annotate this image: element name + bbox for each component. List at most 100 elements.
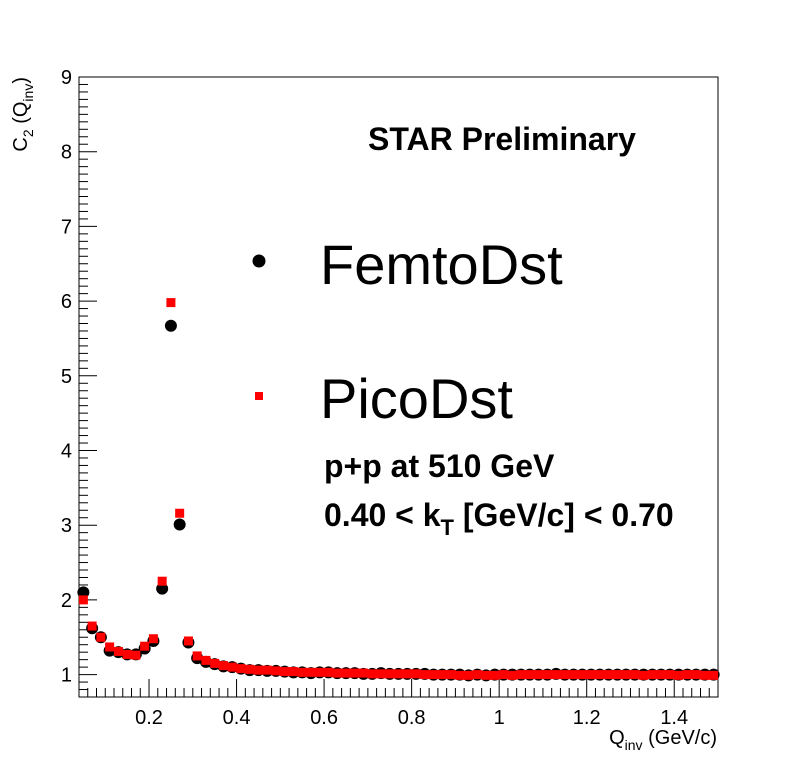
point-picodst xyxy=(192,651,202,661)
x-axis-label-sub: inv xyxy=(625,737,643,753)
point-picodst xyxy=(639,670,649,680)
y-axis-label-main: C xyxy=(10,137,32,151)
point-picodst xyxy=(122,649,132,659)
y-tick-label: 2 xyxy=(61,590,72,612)
point-picodst xyxy=(323,667,333,677)
y-tick-label: 7 xyxy=(61,216,72,238)
point-picodst xyxy=(140,641,150,651)
tick-labels: 0.2 0.4 0.6 0.8 1 1.2 1.4 1 2 3 4 5 6 7 8 9 xyxy=(61,67,688,729)
y-tick-label: 3 xyxy=(61,515,72,537)
point-picodst xyxy=(595,670,605,680)
y-axis-label-mid: (Q xyxy=(10,102,32,130)
point-picodst xyxy=(621,670,631,680)
point-picodst xyxy=(612,670,622,680)
point-picodst xyxy=(551,670,561,680)
point-picodst xyxy=(560,670,570,680)
y-axis-label-suffix: ) xyxy=(10,77,32,84)
point-picodst xyxy=(665,670,675,680)
point-picodst xyxy=(78,595,88,605)
point-picodst xyxy=(525,670,535,680)
point-picodst xyxy=(157,576,167,586)
point-picodst xyxy=(148,634,158,644)
point-picodst xyxy=(630,670,640,680)
x-tick-label: 1 xyxy=(494,707,505,729)
point-picodst xyxy=(385,669,395,679)
point-picodst xyxy=(569,670,579,680)
point-picodst xyxy=(656,670,666,680)
point-picodst xyxy=(315,667,325,677)
point-picodst xyxy=(87,621,97,631)
point-picodst xyxy=(507,670,517,680)
point-picodst xyxy=(464,670,474,680)
y-tick-label: 1 xyxy=(61,665,72,687)
point-picodst xyxy=(446,670,456,680)
point-picodst xyxy=(253,665,263,675)
y-tick-label: 4 xyxy=(61,440,72,462)
point-picodst xyxy=(376,669,386,679)
x-tick-label: 0.2 xyxy=(135,707,163,729)
point-picodst xyxy=(472,670,482,680)
y-tick-label: 9 xyxy=(61,67,72,89)
point-picodst xyxy=(647,670,657,680)
point-picodst xyxy=(682,670,692,680)
point-picodst xyxy=(490,670,500,680)
plot-frame xyxy=(78,76,719,698)
point-picodst xyxy=(297,667,307,677)
y-axis-label-sub: 2 xyxy=(20,129,36,137)
point-picodst xyxy=(271,666,281,676)
point-picodst xyxy=(516,670,526,680)
point-picodst xyxy=(306,667,316,677)
point-picodst xyxy=(96,632,106,642)
x-tick-label: 0.8 xyxy=(398,707,426,729)
legend: FemtoDst PicoDst xyxy=(252,233,563,430)
point-picodst xyxy=(236,664,246,674)
point-picodst xyxy=(218,661,228,671)
point-picodst xyxy=(577,670,587,680)
legend-label-femtodst: FemtoDst xyxy=(320,233,563,296)
point-picodst xyxy=(183,636,193,646)
point-picodst xyxy=(332,668,342,678)
point-picodst xyxy=(709,670,719,680)
kt-prefix: 0.40 < k xyxy=(324,497,441,533)
point-picodst xyxy=(210,658,220,668)
kt-subscript: T xyxy=(441,515,455,540)
star-preliminary-annotation: STAR Preliminary xyxy=(368,121,636,157)
point-picodst xyxy=(350,668,360,678)
point-picodst xyxy=(437,670,447,680)
point-picodst xyxy=(542,670,552,680)
point-picodst xyxy=(105,642,115,652)
legend-marker-femtodst xyxy=(252,254,266,268)
point-picodst xyxy=(455,670,465,680)
y-tick-label: 8 xyxy=(61,142,72,164)
point-picodst xyxy=(691,670,701,680)
point-picodst xyxy=(131,650,141,660)
point-picodst xyxy=(245,664,255,674)
point-picodst xyxy=(166,298,176,308)
data-points xyxy=(77,298,720,682)
legend-marker-picodst xyxy=(255,392,263,400)
point-picodst xyxy=(358,668,368,678)
x-axis-label-main: Q xyxy=(609,727,625,749)
x-tick-label: 1.2 xyxy=(573,707,601,729)
point-picodst xyxy=(534,670,544,680)
kt-suffix: [GeV/c] < 0.70 xyxy=(454,497,674,533)
x-axis-label: Qinv (GeV/c) xyxy=(609,727,717,753)
point-picodst xyxy=(420,670,430,680)
point-picodst xyxy=(367,669,377,679)
point-picodst xyxy=(402,669,412,679)
x-tick-label: 1.4 xyxy=(660,707,688,729)
axis-ticks xyxy=(78,76,719,698)
x-tick-label: 0.6 xyxy=(310,707,338,729)
y-axis-label-sub2: inv xyxy=(20,84,36,102)
x-axis-label-suffix: (GeV/c) xyxy=(643,727,717,749)
point-picodst xyxy=(280,667,290,677)
point-picodst xyxy=(604,670,614,680)
point-femtodst xyxy=(164,319,177,332)
point-picodst xyxy=(586,670,596,680)
point-picodst xyxy=(262,665,272,675)
point-picodst xyxy=(394,669,403,679)
y-axis-label: C2 (Qinv) xyxy=(10,77,36,152)
x-tick-label: 0.4 xyxy=(223,707,251,729)
y-tick-label: 5 xyxy=(61,366,72,388)
